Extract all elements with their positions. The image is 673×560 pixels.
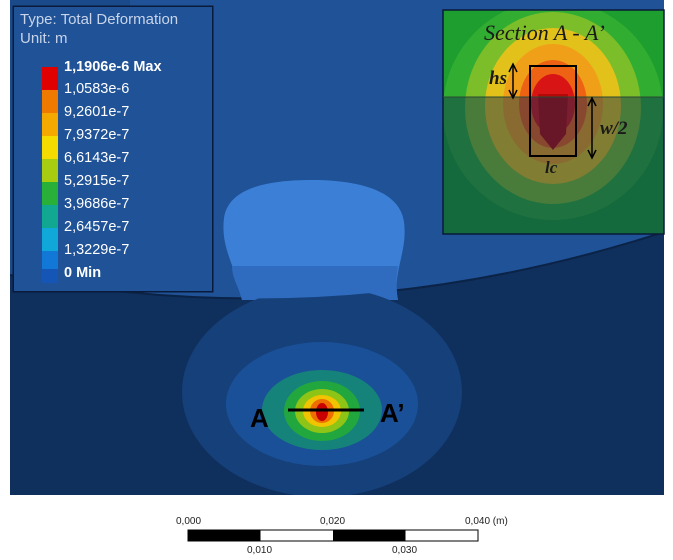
legend-entry: 5,2915e-7 <box>64 173 130 189</box>
legend-entry-max: 1,1906e-6 Max <box>64 59 162 75</box>
bump-shadow <box>232 266 398 300</box>
scale-tick-top: 0,020 <box>320 516 346 527</box>
legend-entry: 7,9372e-7 <box>64 127 130 143</box>
legend-entry: 2,6457e-7 <box>64 219 130 235</box>
w2-dimension <box>587 96 597 160</box>
scale-tick-bottom: 0,010 <box>247 545 273 556</box>
legend-swatch <box>42 113 58 136</box>
bottom-white <box>0 495 673 560</box>
inset-frame <box>442 9 665 235</box>
hs-label: hs <box>489 68 507 89</box>
legend-swatch <box>42 269 58 283</box>
legend-swatch <box>42 251 58 274</box>
legend-entry: 3,9686e-7 <box>64 196 130 212</box>
legend-swatch <box>42 182 58 205</box>
inset-title: Section A - A’ <box>484 20 605 45</box>
scale-tick-top: 0,000 <box>176 516 202 527</box>
scale-tick-bottom: 0,030 <box>392 545 418 556</box>
section-label-a-prime: A’ <box>380 398 405 428</box>
legend-entry: 6,6143e-7 <box>64 150 130 166</box>
scale-tick-top: 0,040 (m) <box>465 516 508 527</box>
lc-label: lc <box>545 158 558 177</box>
legend-swatch <box>42 67 58 90</box>
contour-max <box>316 403 328 421</box>
w2-label: w/2 <box>600 118 628 139</box>
right-white <box>664 0 673 560</box>
scale-bar <box>187 529 479 542</box>
legend-swatch <box>42 228 58 251</box>
contour-group <box>182 287 462 495</box>
legend-entry: 1,3229e-7 <box>64 242 130 258</box>
legend-entry: 1,0583e-6 <box>64 81 130 97</box>
left-white <box>0 0 10 560</box>
legend: Type: Total Deformation Unit: m 1,1906e-… <box>13 6 213 292</box>
conductor-outline <box>529 65 577 157</box>
legend-swatch <box>42 159 58 182</box>
legend-entry-min: 0 Min <box>64 265 102 281</box>
legend-swatch <box>42 205 58 228</box>
section-label-a: A <box>250 403 269 433</box>
hs-dimension <box>508 62 518 100</box>
legend-swatch <box>42 90 58 113</box>
section-inset <box>443 10 664 234</box>
legend-type-label: Type: Total Deformation <box>20 11 179 28</box>
legend-unit-label: Unit: m <box>20 30 68 47</box>
legend-swatch <box>42 136 58 159</box>
legend-entry: 9,2601e-7 <box>64 104 130 120</box>
